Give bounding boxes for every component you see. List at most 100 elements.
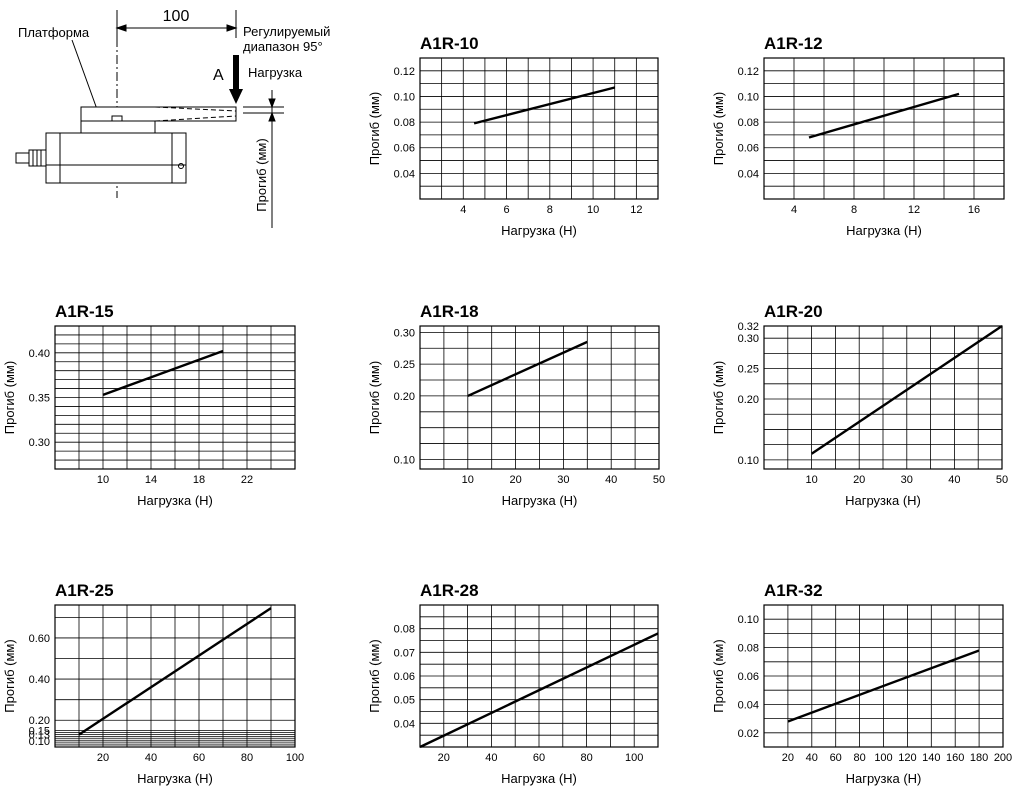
y-tick-label: 0.04	[394, 168, 415, 180]
x-tick-label: 60	[533, 752, 545, 764]
x-tick-label: 40	[145, 752, 157, 764]
y-tick-label: 0.32	[738, 321, 759, 333]
y-tick-label: 0.25	[738, 364, 759, 376]
platform-leader	[71, 39, 99, 113]
fitting-tube	[15, 152, 30, 164]
x-tick-label: 30	[901, 474, 913, 486]
range-label-line1: Регулируемый	[243, 24, 330, 39]
x-tick-label: 20	[509, 474, 521, 486]
y-tick-label: 0.04	[738, 168, 759, 180]
y-tick-label: 0.06	[394, 143, 415, 155]
chart-a1r-12: A1R-12 4 8 12 16 0.04 0.06 0.08 0.10 0.12 Нагрузка…	[711, 34, 1005, 238]
x-tick-label: 10	[587, 204, 599, 216]
x-tick-label: 50	[653, 474, 665, 486]
chart-title: A1R-25	[55, 581, 114, 600]
series-line	[473, 86, 616, 125]
deflected-arm-bottom	[154, 115, 237, 122]
y-tick-label: 0.08	[394, 117, 415, 129]
plot-frame	[419, 325, 660, 470]
y-axis-label: Прогиб (мм)	[711, 92, 726, 165]
deflection-arrow-bottom	[268, 111, 276, 122]
load-arrow-shaft	[233, 55, 239, 90]
x-tick-label: 180	[970, 752, 988, 764]
x-tick-label: 20	[97, 752, 109, 764]
y-tick-label: 0.05	[394, 695, 415, 707]
range-label-line2: диапазон 95°	[243, 39, 323, 54]
x-tick-label: 40	[806, 752, 818, 764]
chart-a1r-25: A1R-25 20 40 60 80 100 0.100.130.150.20 0.40 0.6…	[2, 581, 304, 786]
x-tick-label: 20	[438, 752, 450, 764]
chart-title: A1R-15	[55, 302, 114, 321]
y-tick-label: 0.06	[394, 671, 415, 683]
y-tick-label: 0.30	[738, 333, 759, 345]
dimension-arrow-right	[226, 24, 238, 32]
x-tick-label: 20	[782, 752, 794, 764]
y-tick-label: 0.04	[394, 718, 415, 730]
y-tick-label: 0.30	[394, 327, 415, 339]
deflection-arrow-top	[268, 98, 276, 109]
y-tick-label: 0.10	[738, 455, 759, 467]
y-tick-label: 0.08	[394, 624, 415, 636]
y-tick-label: 0.10	[738, 91, 759, 103]
x-tick-label: 4	[460, 204, 466, 216]
x-tick-label: 100	[874, 752, 892, 764]
x-tick-label: 40	[948, 474, 960, 486]
x-axis-label: Нагрузка (Н)	[501, 223, 577, 238]
y-tick-label: 0.10	[738, 614, 759, 626]
y-tick-label: 0.25	[394, 359, 415, 371]
x-axis-label: Нагрузка (Н)	[845, 493, 921, 508]
body-port	[178, 163, 184, 169]
y-tick-label: 0.06	[738, 143, 759, 155]
y-tick-label: 0.35	[29, 393, 50, 405]
chart-title: A1R-32	[764, 581, 823, 600]
chart-title: A1R-28	[420, 581, 479, 600]
load-arrow-head	[229, 89, 243, 104]
x-tick-label: 30	[557, 474, 569, 486]
y-axis-label: Прогиб (мм)	[711, 639, 726, 712]
mechanism-diagram: 100 Платформа Регулируемый диапазон 95°	[15, 8, 330, 228]
series-line	[467, 340, 588, 398]
x-tick-label: 140	[922, 752, 940, 764]
y-axis-label: Прогиб (мм)	[2, 639, 17, 712]
y-axis-label: Прогиб (мм)	[711, 361, 726, 434]
y-tick-label: 0.20	[29, 715, 50, 727]
chart-title: A1R-20	[764, 302, 823, 321]
y-tick-label: 0.60	[29, 633, 50, 645]
x-tick-label: 6	[503, 204, 509, 216]
x-tick-label: 10	[462, 474, 474, 486]
x-tick-label: 10	[805, 474, 817, 486]
y-tick-label: 0.10	[394, 454, 415, 466]
chart-title: A1R-12	[764, 34, 823, 53]
series-line	[810, 325, 1003, 455]
dimension-arrow-left	[115, 24, 127, 32]
x-axis-label: Нагрузка (Н)	[137, 493, 213, 508]
x-tick-label: 50	[996, 474, 1008, 486]
x-axis-label: Нагрузка (Н)	[846, 223, 922, 238]
x-tick-label: 22	[241, 474, 253, 486]
y-tick-label: 0.06	[738, 671, 759, 683]
y-axis-label: Прогиб (мм)	[2, 361, 17, 434]
chart-a1r-15: A1R-15 10 14 18 22 0.30 0.35 0.40 Нагрузка (Н) Пр…	[2, 302, 296, 508]
plot-frame	[419, 57, 659, 200]
dimension-label: 100	[163, 8, 190, 25]
y-axis-label: Прогиб (мм)	[367, 639, 382, 712]
x-tick-label: 40	[605, 474, 617, 486]
plot-frame	[419, 604, 659, 748]
x-tick-label: 16	[968, 204, 980, 216]
x-tick-label: 80	[580, 752, 592, 764]
y-tick-label: 0.08	[738, 643, 759, 655]
x-axis-label: Нагрузка (Н)	[502, 493, 578, 508]
x-tick-label: 60	[193, 752, 205, 764]
x-tick-label: 8	[851, 204, 857, 216]
series-line	[787, 649, 980, 723]
load-label: Нагрузка	[248, 65, 303, 80]
x-tick-label: 200	[994, 752, 1012, 764]
series-line	[419, 632, 659, 749]
y-tick-label: 0.20	[394, 391, 415, 403]
x-tick-label: 160	[946, 752, 964, 764]
platform	[80, 106, 237, 122]
y-tick-label: 0.08	[738, 117, 759, 129]
deflected-arm-top	[154, 106, 237, 112]
plot-frame	[763, 57, 1005, 200]
